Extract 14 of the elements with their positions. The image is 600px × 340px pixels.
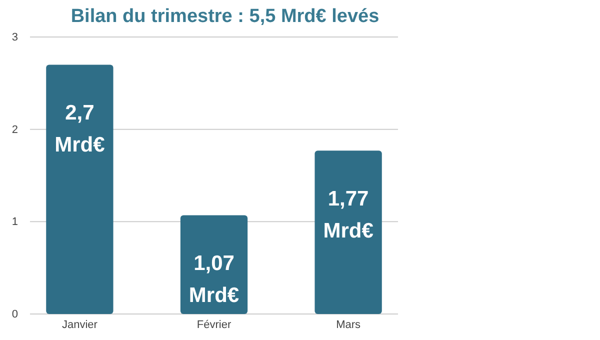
bar (314, 150, 382, 314)
y-tick-label: 2 (12, 124, 18, 136)
data-label: 1,07 Mrd€ (188, 252, 240, 308)
chart-title: Bilan du trimestre : 5,5 Mrd€ levés (70, 6, 380, 27)
bar (180, 215, 248, 314)
y-tick-label: 1 (12, 216, 18, 228)
y-tick-label: 0 (12, 308, 18, 321)
x-tick-label: Février (196, 318, 232, 331)
y-tick-label: 3 (12, 32, 18, 44)
x-tick-label: Mars (336, 318, 362, 331)
x-tick-label: Janvier (62, 318, 98, 331)
bar (46, 64, 114, 314)
data-label: 2,7 Mrd€ (54, 102, 106, 157)
data-label: 1,77 Mrd€ (323, 188, 374, 243)
